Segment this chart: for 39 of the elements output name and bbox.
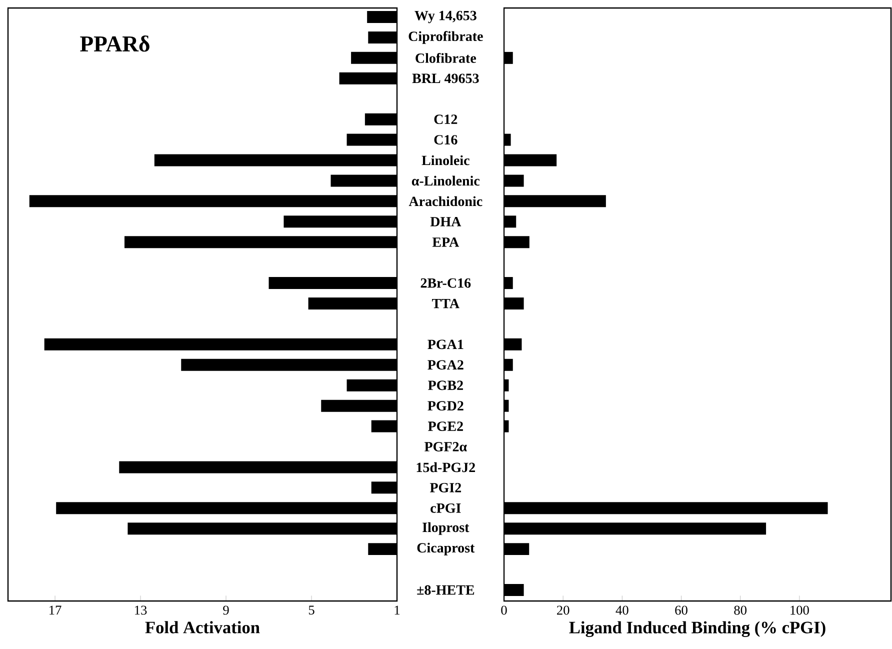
- y-tick-label: Linoleic: [422, 155, 470, 166]
- y-tick-label: Wy 14,653: [414, 10, 476, 24]
- x-tick-label: 80: [734, 606, 747, 615]
- y-tick-label: 15d-PGJ2: [416, 462, 476, 472]
- y-tick-label: C16: [434, 135, 458, 144]
- y-tick-label: C12: [434, 114, 458, 124]
- x-tick-label: 100: [790, 606, 809, 615]
- x-tick-label: 1: [394, 606, 400, 615]
- y-tick-label: Cicaprost: [417, 542, 475, 556]
- x-tick-label: 60: [675, 606, 688, 615]
- y-tick-label: 2Br-C16: [420, 278, 471, 288]
- y-tick-label: ±8-HETE: [417, 585, 474, 595]
- y-tick-label: DHA: [430, 217, 462, 226]
- x-tick-label: 20: [557, 606, 570, 615]
- y-tick-label: PGB2: [428, 380, 463, 390]
- y-tick-label: PGE2: [428, 422, 463, 431]
- x-tick-label: 13: [135, 606, 147, 615]
- text: PPARδ: [80, 36, 150, 52]
- y-tick-label: Arachidonic: [408, 196, 482, 206]
- y-tick-label: Clofibrate: [416, 52, 476, 63]
- y-tick-label: α-Linolenic: [412, 176, 480, 186]
- x-tick-label: 0: [501, 606, 507, 615]
- y-tick-label: PGA1: [428, 340, 464, 350]
- y-tick-label: PGI2: [430, 482, 462, 492]
- x-axis-title: Ligand Induced Binding (% cPGI): [569, 621, 826, 638]
- x-tick-label: 40: [616, 606, 628, 615]
- x-tick-label: 5: [308, 606, 314, 615]
- y-tick-label: EPA: [432, 237, 460, 247]
- y-tick-label: BRL 49653: [412, 74, 479, 84]
- y-tick-label: cPGI: [430, 503, 461, 513]
- x-tick-label: 17: [50, 606, 62, 615]
- y-tick-label: PGD2: [428, 401, 464, 411]
- x-axis-title: Fold Activation: [145, 621, 260, 634]
- y-tick-label: Iloprost: [422, 522, 470, 535]
- x-tick-label: 9: [223, 606, 229, 615]
- y-tick-label: PGF2α: [424, 442, 467, 452]
- y-tick-label: Ciprofibrate: [408, 31, 483, 44]
- y-tick-label: PGA2: [428, 360, 464, 370]
- y-tick-label: TTA: [432, 298, 460, 308]
